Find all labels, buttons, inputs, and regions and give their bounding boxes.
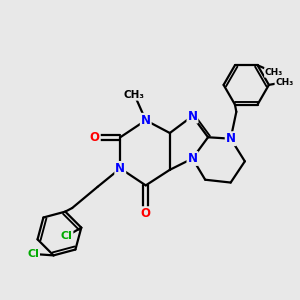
Text: N: N <box>226 132 236 145</box>
Text: CH₃: CH₃ <box>265 68 283 77</box>
Text: O: O <box>90 131 100 144</box>
Text: Cl: Cl <box>61 231 73 241</box>
Text: Cl: Cl <box>27 249 39 259</box>
Text: N: N <box>188 152 197 165</box>
Text: O: O <box>141 207 151 220</box>
Text: N: N <box>141 114 151 127</box>
Text: N: N <box>188 110 197 122</box>
Text: N: N <box>115 162 125 175</box>
Text: CH₃: CH₃ <box>275 78 294 87</box>
Text: CH₃: CH₃ <box>124 90 145 100</box>
